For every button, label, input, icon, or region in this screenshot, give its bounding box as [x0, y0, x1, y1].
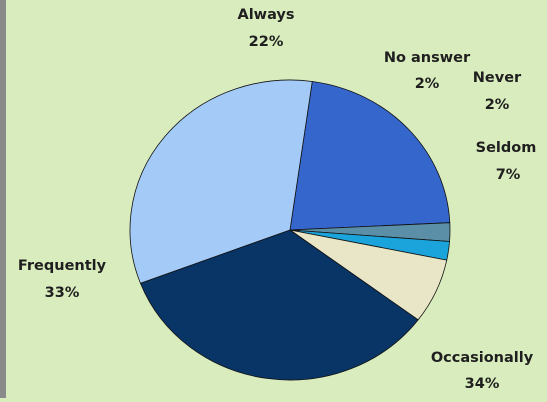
slice-label-seldom: Seldom — [476, 140, 537, 156]
slice-percent-occasionally: 34% — [465, 376, 500, 392]
slice-percent-always: 22% — [249, 34, 284, 50]
pie-slices — [129, 79, 451, 381]
slice-percent-seldom: 7% — [496, 167, 521, 183]
pie-slice-occasionally — [139, 229, 419, 381]
slice-percent-never: 2% — [485, 97, 510, 113]
slice-label-no-answer: No answer — [384, 50, 471, 66]
slice-label-occasionally: Occasionally — [431, 350, 534, 366]
pie-labels: Always 22% No answer 2% Never 2% Seldom 7% Occas… — [18, 7, 536, 392]
slice-label-frequently: Frequently — [18, 258, 107, 274]
slice-percent-frequently: 33% — [45, 285, 80, 301]
left-border — [0, 0, 6, 398]
slice-label-always: Always — [237, 7, 294, 23]
slice-percent-no-answer: 2% — [415, 76, 440, 92]
pie-slice-frequently — [129, 79, 313, 284]
pie-slice-always — [289, 81, 451, 231]
slice-label-never: Never — [473, 70, 522, 86]
